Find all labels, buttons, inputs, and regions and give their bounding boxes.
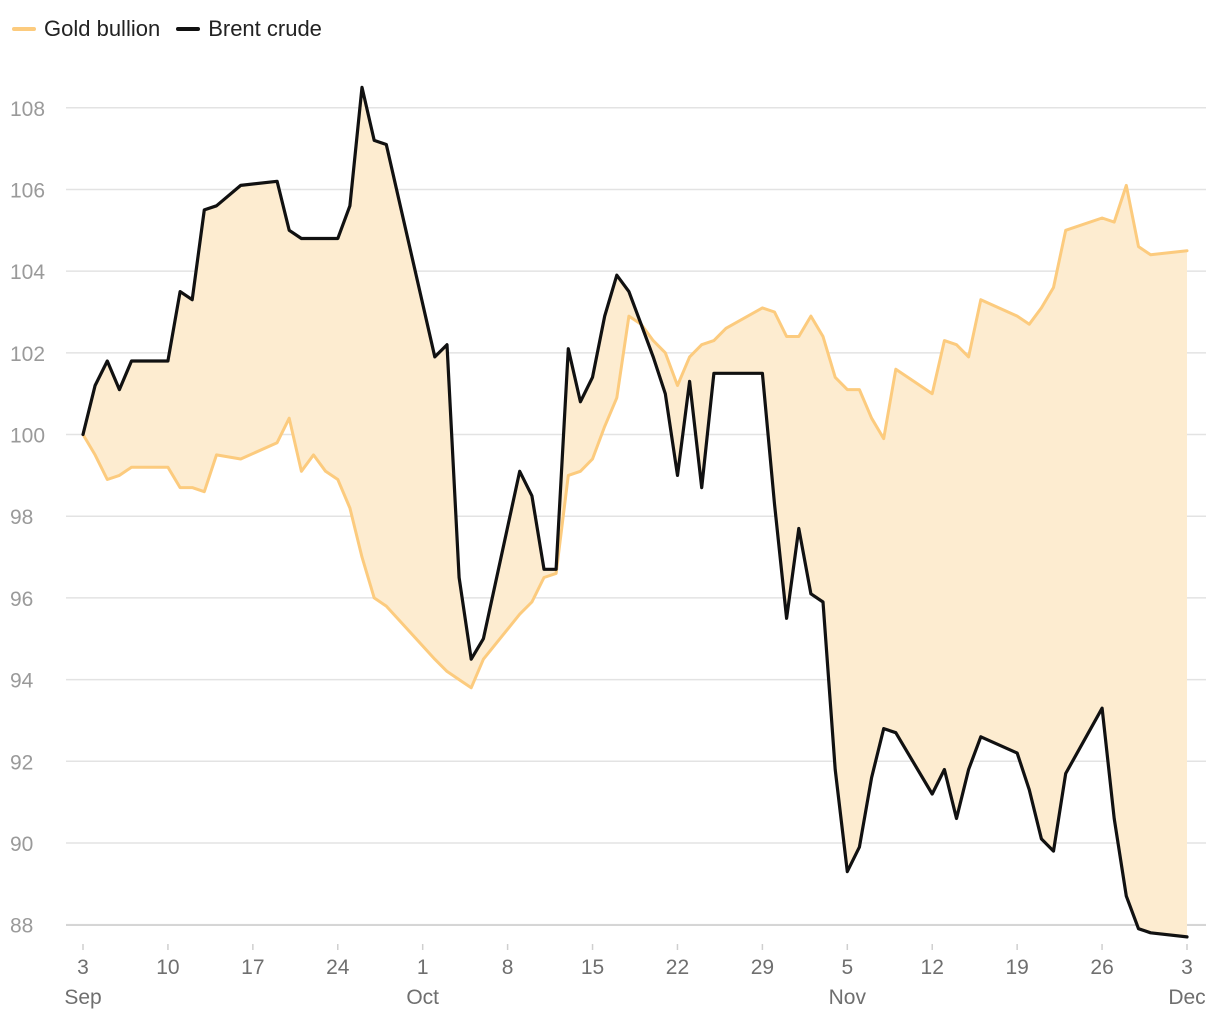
legend-item-brent: Brent crude — [176, 16, 322, 42]
x-tick-day-3: 24 — [326, 956, 350, 979]
legend-label-brent: Brent crude — [208, 16, 322, 41]
y-axis-ticks: 88 90 92 94 96 98 100 102 104 106 108 — [10, 98, 45, 938]
x-tick-day-6: 15 — [581, 956, 604, 979]
y-tick-label-88: 88 — [10, 915, 33, 938]
x-axis-ticks: 3 Sep 10 17 24 1 Oct 8 15 22 29 5 Nov 12 19 26 3 Dec — [64, 944, 1206, 1009]
legend-swatch-gold — [12, 27, 36, 31]
x-tick-day-12: 26 — [1090, 956, 1113, 979]
x-tick-day-0: 3 — [77, 956, 89, 979]
y-tick-label-102: 102 — [10, 343, 45, 366]
x-tick-day-4: 1 — [417, 956, 429, 979]
y-tick-label-104: 104 — [10, 261, 45, 284]
y-tick-label-106: 106 — [10, 179, 45, 202]
y-tick-label-90: 90 — [10, 833, 33, 856]
x-tick-month-9: Nov — [829, 986, 867, 1009]
y-tick-label-108: 108 — [10, 98, 45, 121]
legend-item-gold: Gold bullion — [12, 16, 160, 42]
x-tick-day-5: 8 — [502, 956, 514, 979]
x-tick-day-9: 5 — [841, 956, 853, 979]
series-line-gold-bullion — [81, 183, 1189, 690]
fill-between-gold-and-brent — [83, 87, 1187, 937]
x-tick-month-0: Sep — [64, 986, 101, 1009]
x-tick-day-2: 17 — [241, 956, 264, 979]
x-tick-day-13: 3 — [1181, 956, 1193, 979]
x-tick-day-1: 10 — [156, 956, 179, 979]
series-lines — [81, 85, 1189, 939]
fill-between-area — [83, 87, 1187, 937]
x-tick-day-7: 22 — [666, 956, 689, 979]
y-tick-label-96: 96 — [10, 588, 33, 611]
y-tick-label-92: 92 — [10, 751, 33, 774]
x-tick-month-4: Oct — [406, 986, 439, 1009]
legend-label-gold: Gold bullion — [44, 16, 161, 41]
x-tick-day-8: 29 — [751, 956, 774, 979]
legend: Gold bullion Brent crude — [12, 16, 322, 42]
legend-swatch-brent — [176, 27, 201, 31]
y-tick-label-94: 94 — [10, 670, 34, 693]
x-tick-day-10: 12 — [921, 956, 944, 979]
y-tick-label-98: 98 — [10, 506, 33, 529]
x-tick-day-11: 19 — [1005, 956, 1028, 979]
series-line-brent-crude — [81, 85, 1189, 939]
x-tick-month-13: Dec — [1168, 986, 1205, 1009]
y-tick-label-100: 100 — [10, 425, 45, 448]
